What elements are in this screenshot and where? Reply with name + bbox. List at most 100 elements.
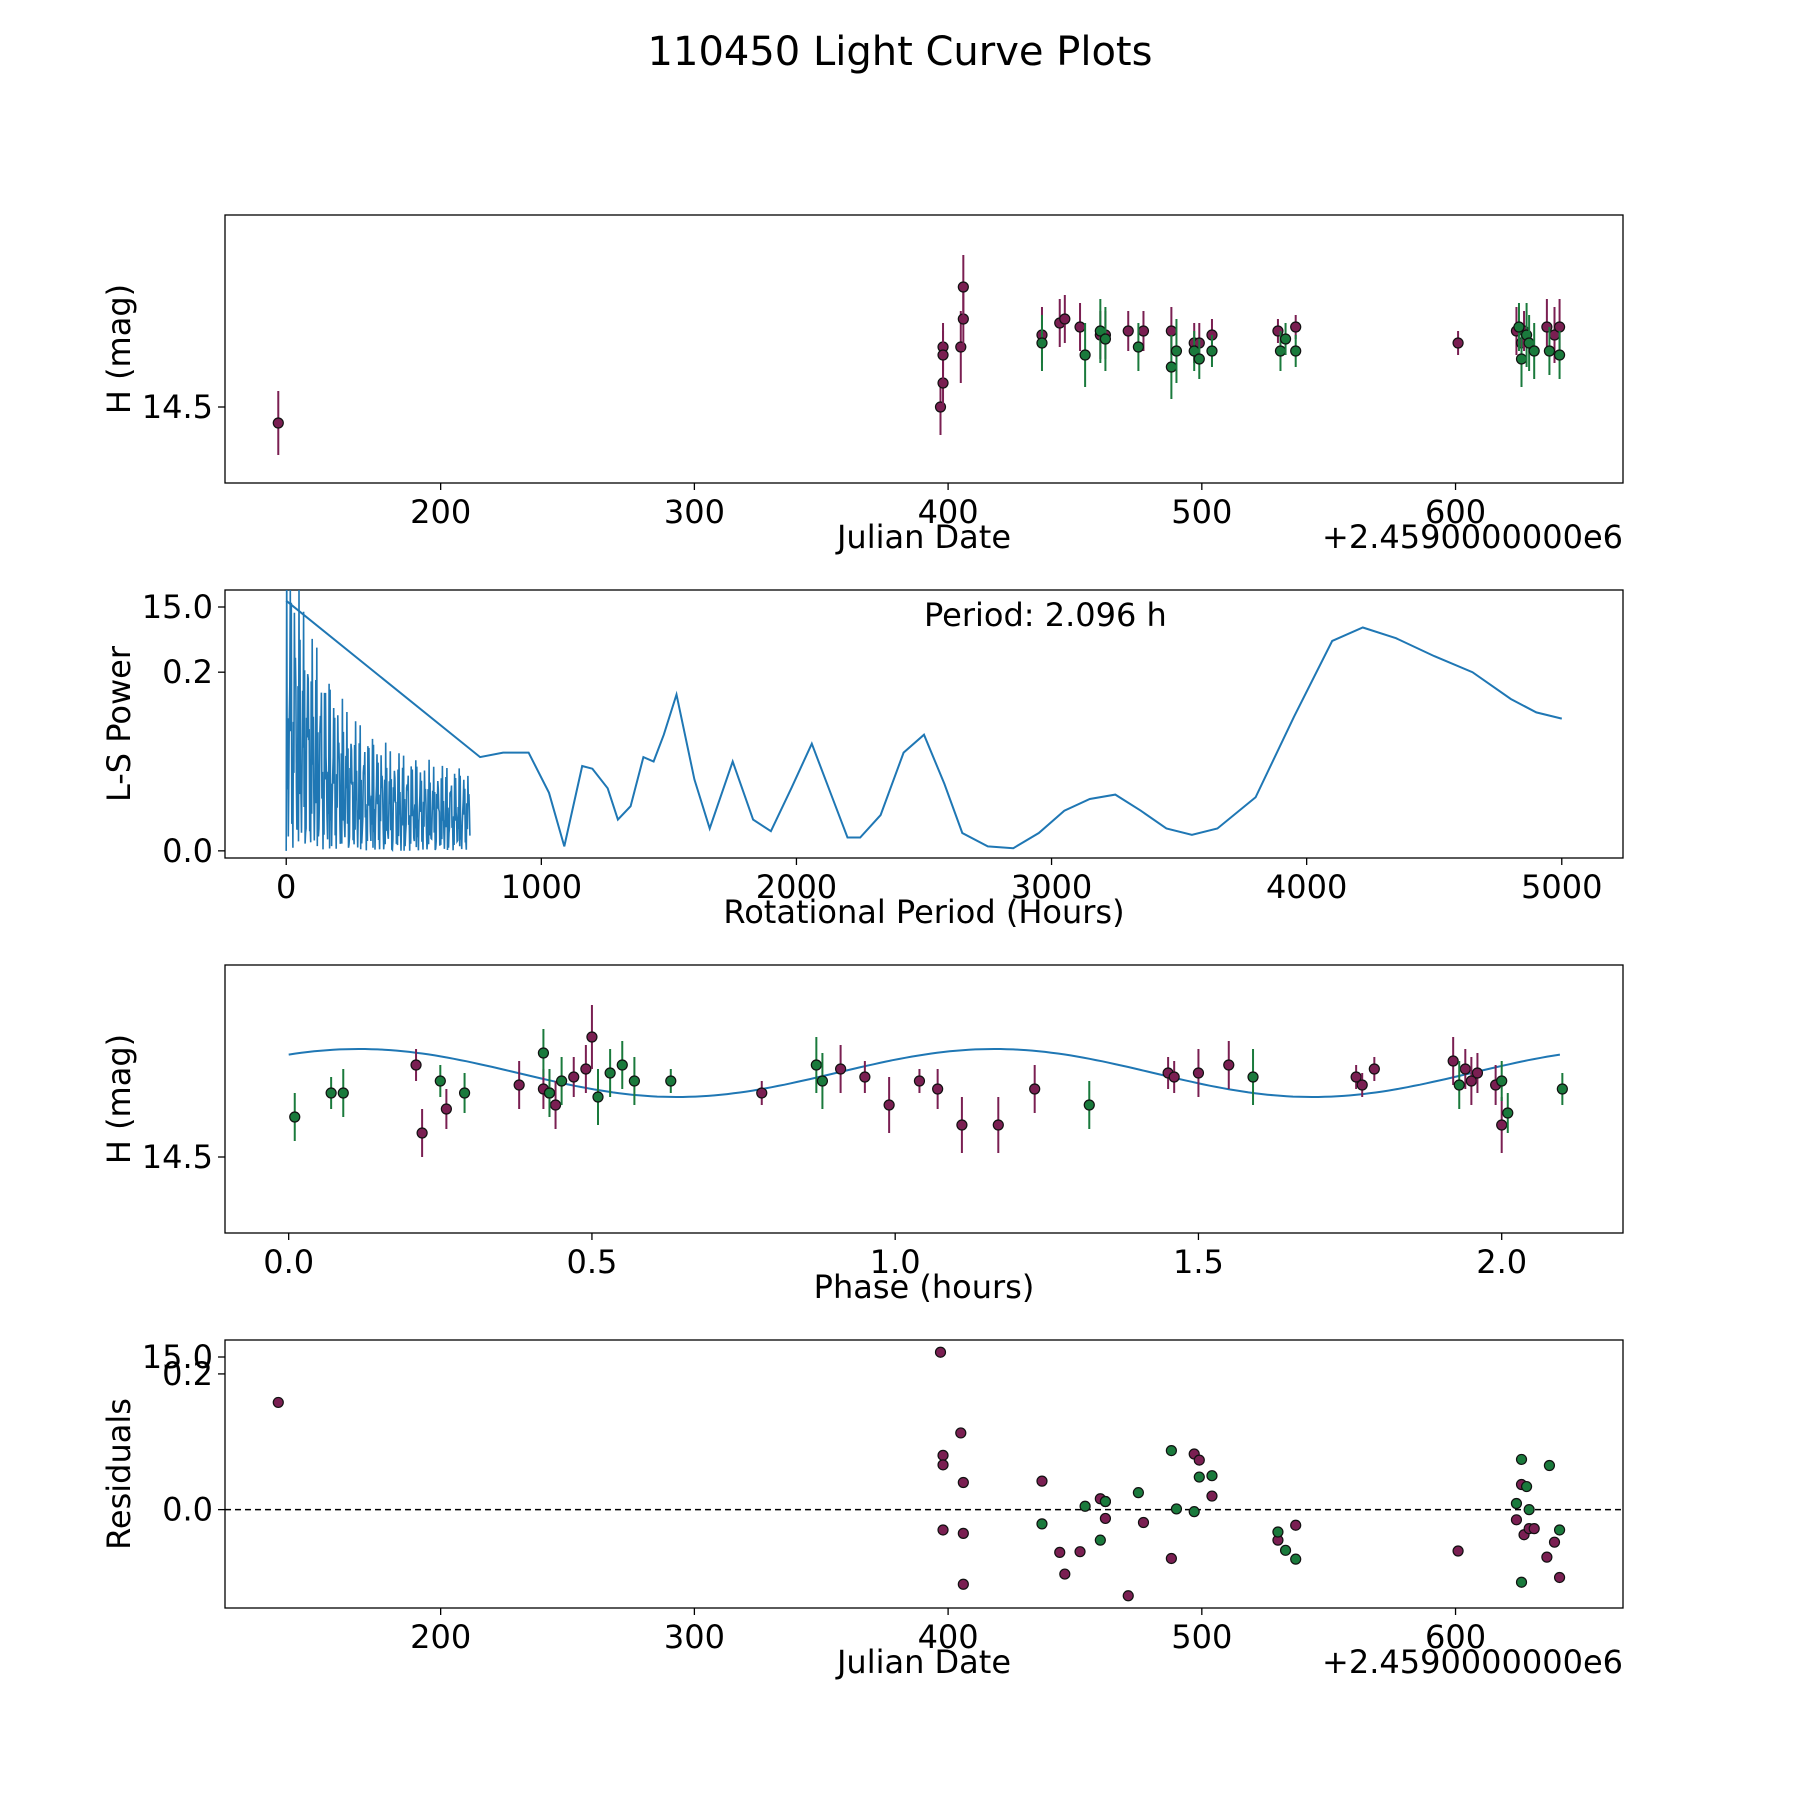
residuals-point-g — [1165, 1444, 1177, 1457]
periodogram-xtick-label: 5000 — [1521, 868, 1602, 906]
residuals-point-r — [1548, 1536, 1561, 1548]
phase-xtick-label: 1.5 — [1173, 1243, 1224, 1281]
phase-point-r — [1465, 1075, 1477, 1087]
periodogram-power-noise-band — [285, 590, 471, 852]
residuals-point-g — [1099, 1495, 1112, 1508]
residuals-point-g — [1036, 1518, 1048, 1530]
phase-point-r — [1496, 1119, 1508, 1131]
residuals-point-r — [1165, 1552, 1177, 1565]
residuals-point-g — [1553, 1524, 1566, 1536]
phase-point-g — [337, 1087, 349, 1099]
residuals-point-g — [1279, 1544, 1292, 1556]
phase-point-r — [580, 1063, 592, 1075]
phase-point-g — [543, 1087, 556, 1099]
phase-point-g — [592, 1091, 604, 1103]
residuals-point-g — [1079, 1500, 1091, 1512]
periodogram-power-line — [285, 599, 1563, 850]
residuals-point-r — [1206, 1490, 1218, 1502]
lightcurve-point-r — [1452, 337, 1464, 349]
phase-point-r — [513, 1079, 525, 1091]
phase-point-r — [440, 1103, 452, 1115]
periodogram-annotation: Period: 2.096 h — [924, 596, 1167, 634]
periodogram-plot-area — [285, 590, 1563, 852]
lightcurve-point-g — [1193, 353, 1205, 365]
phase-point-r — [586, 1031, 598, 1043]
residuals-point-r — [1541, 1551, 1553, 1563]
residuals-point-g — [1290, 1553, 1302, 1565]
figure-title: 110450 Light Curve Plots — [648, 29, 1153, 75]
phase-point-g — [289, 1111, 301, 1123]
lightcurve-xtick-label: 600 — [1425, 493, 1486, 531]
phase-point-r — [932, 1083, 944, 1095]
residuals-point-g — [1188, 1506, 1200, 1518]
lightcurve-point-g — [1513, 321, 1525, 333]
lightcurve-point-g — [1528, 345, 1540, 357]
periodogram-xtick-label: 4000 — [1266, 868, 1347, 906]
residuals-point-r — [1290, 1519, 1302, 1531]
phase-point-r — [1447, 1055, 1459, 1067]
residuals-point-g — [1094, 1534, 1106, 1546]
residuals-point-r — [1452, 1545, 1464, 1557]
lightcurve-xtick-label: 500 — [1171, 493, 1232, 531]
lightcurve-point-r — [1122, 325, 1134, 337]
phase-plot-area — [288, 1005, 1568, 1157]
residuals-point-r — [272, 1396, 284, 1409]
lightcurve-point-g — [1274, 345, 1287, 357]
residuals-point-g — [1510, 1497, 1523, 1510]
phase-point-g — [1496, 1075, 1508, 1087]
residuals-point-g — [1543, 1459, 1556, 1472]
residuals-ytick-label: 0.2 — [162, 1355, 213, 1393]
phase-point-r — [859, 1071, 871, 1083]
periodogram-xtick-label: 1000 — [501, 868, 582, 906]
lightcurve-plot-area — [272, 255, 1566, 455]
phase-point-g — [810, 1059, 822, 1071]
phase-point-g — [1502, 1107, 1514, 1119]
phase-point-r — [992, 1119, 1004, 1131]
phase-point-r — [568, 1071, 580, 1083]
phase-ytick-label: 14.5 — [142, 1138, 213, 1176]
residuals-xtick-label: 400 — [918, 1618, 979, 1656]
lightcurve-point-g — [1515, 353, 1528, 365]
phase-axes-frame — [224, 964, 1624, 1234]
residuals-point-r — [937, 1449, 949, 1461]
lightcurve-point-r — [272, 417, 284, 429]
phase-point-g — [537, 1047, 550, 1059]
residuals-xtick-label: 200 — [410, 1618, 471, 1656]
residuals-point-r — [1510, 1514, 1523, 1526]
lightcurve-xtick-label: 300 — [664, 493, 725, 531]
phase-ytick-label: 15.0 — [142, 1338, 213, 1376]
residuals-xtick-label: 500 — [1171, 1618, 1232, 1656]
residuals-point-r — [1193, 1454, 1205, 1466]
periodogram-axes-frame — [224, 589, 1624, 859]
phase-xtick-label: 1.0 — [870, 1243, 921, 1281]
lightcurve-point-r — [1074, 321, 1086, 333]
lightcurve-ylabel: H (mag) — [100, 284, 138, 414]
phase-point-r — [410, 1059, 422, 1071]
periodogram-ytick-label: 0.0 — [162, 832, 213, 870]
residuals-point-r — [1122, 1590, 1134, 1602]
residuals-point-g — [1206, 1470, 1218, 1482]
residuals-axes-frame — [224, 1339, 1624, 1609]
phase-point-r — [1168, 1071, 1180, 1083]
phase-xlabel: Phase (hours) — [814, 1268, 1035, 1306]
phase-point-r — [416, 1127, 428, 1139]
residuals-point-r — [937, 1459, 949, 1471]
phase-xtick-label: 0.0 — [263, 1243, 314, 1281]
phase-panel: 0.0 0.5 1.0 1.5 2.0 14.5 15.0 Phase (hours) H (m… — [100, 964, 1624, 1376]
residuals-point-r — [1099, 1512, 1112, 1525]
phase-point-g — [1083, 1099, 1095, 1111]
residuals-point-g — [1193, 1471, 1205, 1483]
phase-point-g — [665, 1075, 677, 1087]
lightcurve-point-g — [1543, 345, 1556, 357]
phase-point-g — [1453, 1079, 1465, 1091]
lightcurve-point-r — [1137, 325, 1150, 337]
lightcurve-point-g — [1290, 345, 1302, 357]
lightcurve-point-r — [1165, 325, 1177, 337]
lightcurve-point-g — [1036, 337, 1048, 349]
phase-ylabel: H (mag) — [100, 1034, 138, 1164]
lightcurve-point-g — [1099, 333, 1112, 345]
phase-point-g — [1247, 1071, 1259, 1083]
lightcurve-axes-frame — [224, 214, 1624, 484]
lightcurve-point-r — [937, 377, 949, 389]
phase-point-r — [1459, 1063, 1471, 1075]
